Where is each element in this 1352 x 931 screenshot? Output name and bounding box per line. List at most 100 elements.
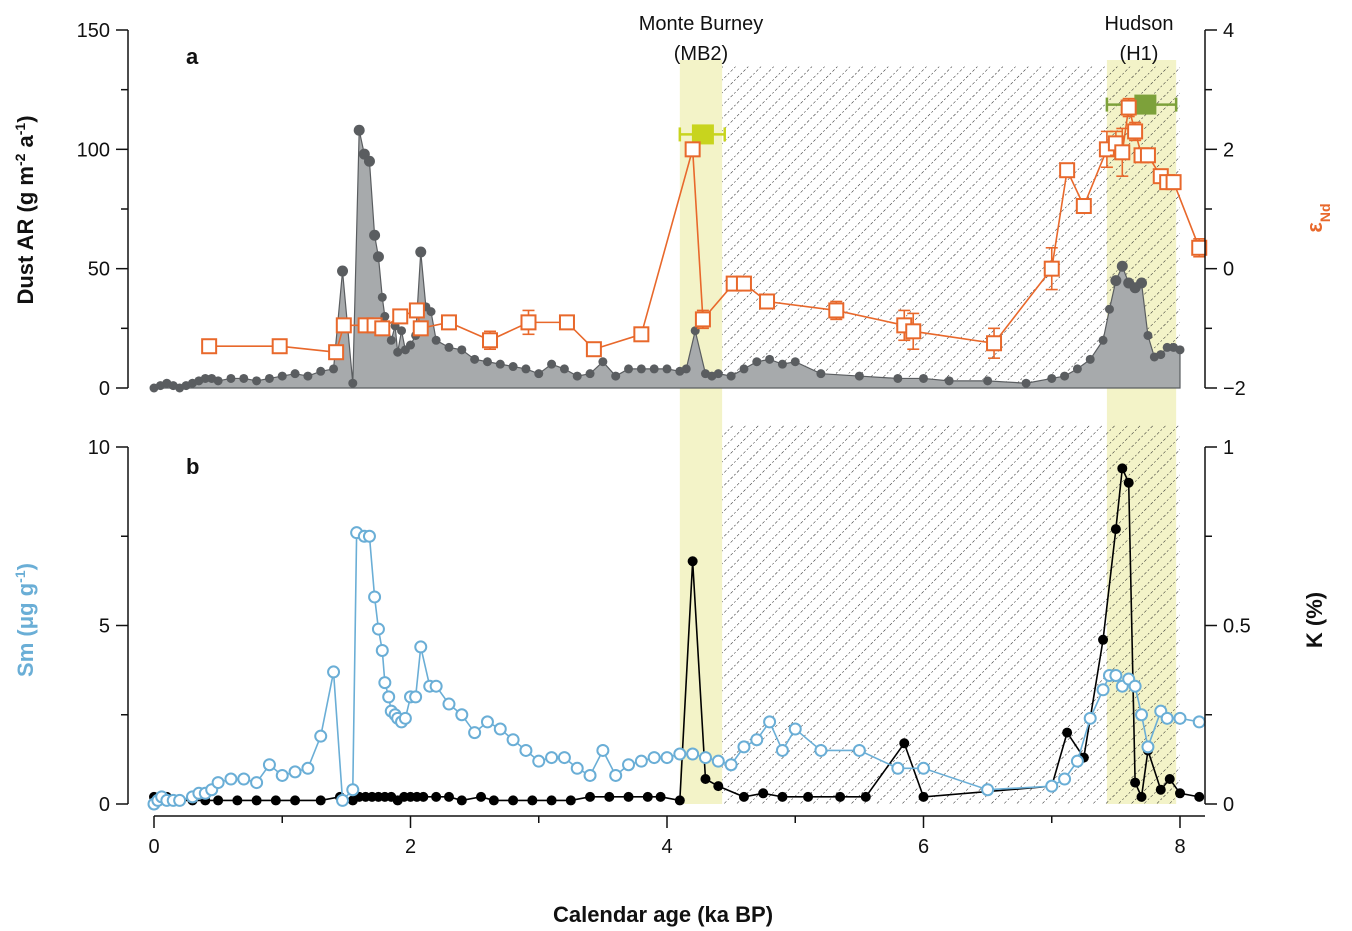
y2-tick-label-a: 4 — [1223, 20, 1234, 42]
sm-point — [211, 776, 225, 790]
sm-point — [237, 772, 251, 786]
data-layer — [147, 94, 1208, 811]
sm-point — [570, 761, 584, 775]
y2-axis-label-end: εNd — [1302, 203, 1333, 232]
dust-point — [372, 251, 384, 263]
dust-point — [369, 229, 381, 241]
sm-point — [1058, 772, 1072, 786]
tephra-marker — [1134, 94, 1157, 115]
sm-point — [1083, 711, 1097, 725]
k-point — [251, 795, 262, 806]
sm-point — [250, 776, 264, 790]
dust-point — [1047, 373, 1057, 383]
dust-point — [239, 373, 249, 383]
dust-point — [495, 359, 505, 369]
end-point — [735, 275, 752, 292]
y2-tick-label-b: 1 — [1223, 437, 1234, 459]
sm-point — [981, 783, 995, 797]
sm-point — [455, 708, 469, 722]
k-point — [713, 781, 724, 792]
dust-point — [790, 357, 800, 367]
dust-point — [1136, 277, 1148, 289]
sm-point — [763, 715, 777, 729]
annotation-hudson: Hudson — [1105, 13, 1174, 35]
x-tick-label: 0 — [148, 836, 159, 858]
k-point — [546, 795, 557, 806]
end-point — [1114, 144, 1131, 161]
k-point — [1117, 463, 1128, 474]
end-point — [482, 332, 499, 349]
y2-tick-label-a: −2 — [1223, 378, 1246, 400]
k-point — [508, 795, 519, 806]
k-point — [687, 556, 698, 567]
end-point — [1120, 99, 1137, 116]
sm-point — [545, 751, 559, 765]
y-tick-label-a: 0 — [99, 378, 110, 400]
k-point — [527, 795, 538, 806]
dust-point — [1156, 350, 1166, 360]
dust-point — [1104, 304, 1114, 314]
sm-point — [1160, 711, 1174, 725]
k-point — [1098, 634, 1109, 645]
dust-point — [1116, 260, 1128, 272]
end-point — [759, 293, 776, 310]
y-tick-label-b: 10 — [88, 437, 110, 459]
y-axis-label-dust-ar: Dust AR (g m-2 a-1) — [12, 115, 38, 304]
dust-point — [316, 366, 326, 376]
dust-point — [277, 371, 287, 381]
y-tick-label-a: 150 — [77, 20, 110, 42]
sm-point — [891, 761, 905, 775]
sm-point — [660, 751, 674, 765]
dust-point — [386, 335, 396, 345]
dust-point — [944, 376, 954, 386]
sm-point — [336, 793, 350, 807]
sm-point — [1096, 683, 1110, 697]
k-point — [777, 791, 788, 802]
dust-point — [854, 371, 864, 381]
end-point — [440, 314, 457, 331]
k-point — [1194, 791, 1205, 802]
sm-point — [375, 643, 389, 657]
sm-point — [506, 733, 520, 747]
k-point — [1155, 784, 1166, 795]
end-point — [558, 314, 575, 331]
sm-point — [622, 758, 636, 772]
dust-point — [200, 373, 210, 383]
dust-point — [893, 373, 903, 383]
dust-point — [252, 376, 262, 386]
dust-point — [983, 376, 993, 386]
dust-point — [1021, 378, 1031, 388]
dust-point — [1110, 275, 1122, 287]
dust-point — [482, 357, 492, 367]
dust-point — [508, 362, 518, 372]
sm-point — [609, 768, 623, 782]
dust-point — [765, 354, 775, 364]
end-point — [633, 326, 650, 343]
dust-point — [713, 369, 723, 379]
k-point — [604, 791, 615, 802]
dust-point — [431, 335, 441, 345]
dust-point — [353, 124, 365, 136]
sm-point — [409, 690, 423, 704]
k-point — [456, 795, 467, 806]
dust-point — [363, 155, 375, 167]
k-point — [290, 795, 301, 806]
k-point — [443, 791, 454, 802]
k-point — [803, 791, 814, 802]
x-tick-label: 8 — [1174, 836, 1185, 858]
dust-point — [457, 345, 467, 355]
sm-point — [1045, 779, 1059, 793]
dust-point — [377, 292, 387, 302]
annotation-mb2: (MB2) — [674, 43, 728, 65]
y-tick-label-a: 100 — [77, 139, 110, 161]
end-point — [828, 302, 845, 319]
end-point — [1127, 123, 1144, 140]
k-point — [431, 791, 442, 802]
sm-point — [288, 765, 302, 779]
dust-point — [1175, 345, 1185, 355]
k-point — [700, 774, 711, 785]
dust-point — [649, 364, 659, 374]
y-axis-label-sm: Sm (μg g-1) — [12, 563, 38, 677]
dust-point — [337, 265, 349, 277]
hatched-region-b — [722, 425, 1180, 804]
